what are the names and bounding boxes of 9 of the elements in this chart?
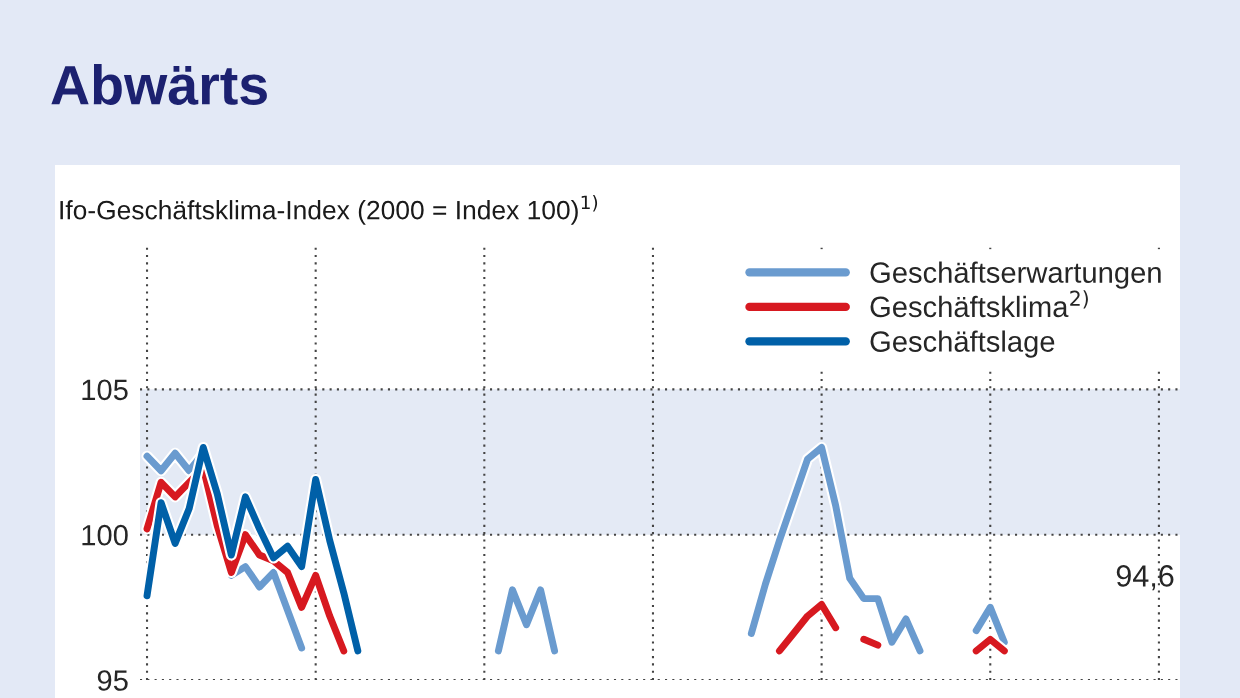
y-tick-label: 100 [82, 524, 128, 546]
chart-title: Abwärts [51, 64, 267, 105]
chart-subtitle: Ifo-Geschäftsklima-Index (2000 = Index 100)$^{1)}$ [60, 195, 598, 225]
legend-label: Geschäftserwartungen [870, 261, 1161, 289]
legend-label: Geschäftslage [870, 330, 1055, 358]
annotation: 94,6 [1116, 565, 1174, 591]
y-tick-label: 105 [82, 379, 128, 401]
legend-label: Geschäftsklima$^{2)}$ [870, 290, 1088, 318]
y-tick-label: 95 [97, 670, 128, 691]
